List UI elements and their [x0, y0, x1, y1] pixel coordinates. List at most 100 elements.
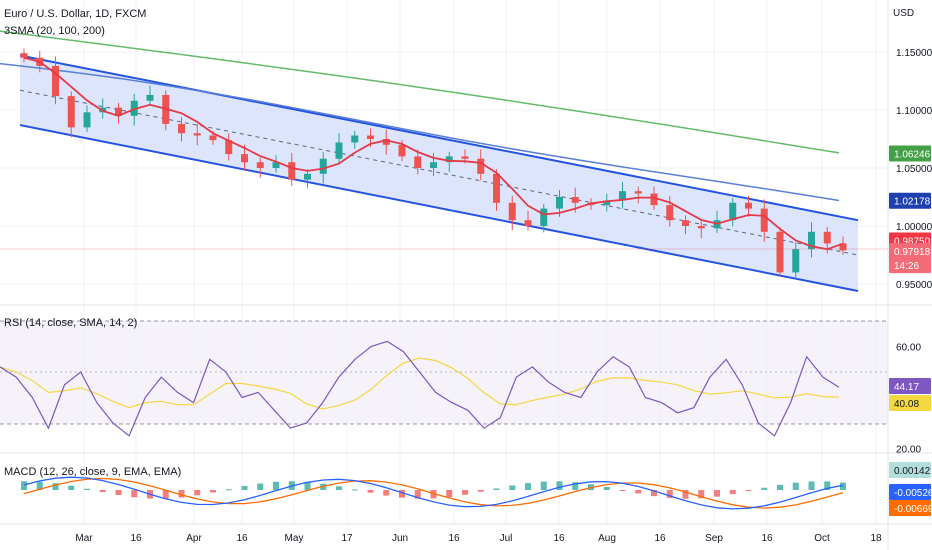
price-tag-label: 44.17 [894, 382, 919, 393]
price-axis[interactable]: 1.15000 1.10000 1.05000 1.00000 0.95000 [896, 48, 932, 291]
macd-histogram-bar [414, 490, 421, 499]
sma-200-line [0, 30, 840, 154]
candle-body [367, 135, 374, 139]
candle-body [776, 231, 784, 273]
candle-body [823, 231, 831, 244]
candle-body [682, 220, 689, 226]
rsi-legend: RSI (14, close, SMA, 14, 2) [4, 317, 138, 329]
macd-histogram-bar [714, 490, 720, 497]
candle-body [760, 208, 768, 232]
macd-histogram-bar [698, 490, 705, 499]
candle-body [414, 156, 422, 168]
macd-histogram-bar [619, 490, 626, 491]
macd-histogram-bar [304, 481, 311, 490]
price-tag [889, 257, 931, 274]
candle-body [304, 173, 311, 180]
macd-histogram-bar [257, 483, 264, 490]
rsi-sma-line [0, 357, 840, 410]
macd-histogram-bar [68, 485, 75, 490]
macd-histogram-bar [162, 490, 169, 499]
macd-histogram-bar [572, 482, 579, 490]
macd-histogram-bar [99, 490, 106, 493]
time-tick-label: Aug [598, 533, 616, 544]
macd-histogram-bar [603, 487, 610, 490]
candle-body [839, 243, 847, 251]
macd-histogram-bar [729, 490, 736, 495]
candle-body [115, 107, 122, 116]
time-tick-label: 16 [761, 533, 773, 544]
candle-body [67, 96, 75, 128]
candle-body [193, 133, 201, 136]
macd-histogram-bar [178, 490, 185, 498]
price-tick-label: 1.15000 [896, 48, 932, 59]
candle-body [729, 202, 737, 221]
macd-signal-line [23, 477, 844, 509]
time-axis[interactable]: Mar 16 Apr 16 May 17 Jun 16 Jul 16 Aug 16 Sep 16 Oct 18 [75, 533, 882, 544]
rsi-tick-label: 20.00 [896, 445, 921, 456]
macd-histogram-bar [682, 490, 689, 499]
candle-body [288, 162, 296, 180]
candle-body [697, 226, 705, 229]
macd-histogram-bar [84, 488, 90, 490]
time-tick-label: 18 [870, 533, 882, 544]
macd-histogram-bar [509, 485, 516, 490]
macd-histogram-bar [540, 481, 547, 490]
candle-body [382, 139, 390, 145]
time-tick-label: 16 [654, 533, 666, 544]
symbol-title: Euro / U.S. Dollar, 1D, FXCM [4, 8, 147, 20]
price-tag [889, 145, 931, 162]
macd-histogram-bar [792, 482, 799, 490]
price-tag [889, 484, 931, 500]
candle-body [52, 65, 59, 97]
price-tag [889, 243, 931, 260]
macd-histogram-bar [745, 490, 752, 492]
candle-body [493, 173, 500, 203]
candle-body [508, 202, 516, 221]
candle-body [745, 202, 752, 209]
macd-histogram-bar [336, 486, 342, 490]
candle-body [20, 53, 28, 58]
macd-histogram-bar [115, 490, 122, 495]
time-tick-label: 17 [341, 533, 353, 544]
candle-body [634, 191, 642, 194]
time-tick-label: Apr [186, 533, 202, 544]
macd-histogram-bar [493, 488, 500, 490]
candle-body [178, 123, 185, 134]
channel-upper-line [19, 54, 859, 222]
candle-body [603, 200, 611, 206]
macd-histogram-bar [840, 482, 846, 490]
macd-histogram-bar [824, 481, 831, 490]
price-tick-label: 1.05000 [896, 164, 932, 175]
time-tick-label: Jun [392, 533, 408, 544]
candle-body [319, 158, 327, 174]
rsi-axis[interactable]: 60.00 20.00 [896, 343, 921, 456]
macd-histogram-bar [462, 490, 468, 495]
candle-body [398, 144, 406, 157]
candle-body [430, 162, 437, 168]
time-tick-label: 16 [130, 533, 142, 544]
macd-histogram-bar [383, 490, 390, 496]
macd-histogram-bar [399, 490, 405, 498]
macd-histogram-bar [351, 489, 358, 491]
time-tick-label: 16 [553, 533, 565, 544]
sma-100-line [0, 62, 840, 202]
candle-body [461, 156, 469, 159]
macd-histogram-bar [477, 490, 484, 492]
macd-histogram-bar [556, 481, 563, 490]
macd-histogram-bar [808, 481, 815, 490]
price-tag [889, 500, 931, 516]
price-tag-label: 0.98750 [894, 237, 931, 248]
price-tick-label: 0.95000 [896, 280, 932, 291]
channel-fill [20, 55, 858, 291]
macd-histogram-bar [131, 490, 138, 498]
price-tick-label: 1.00000 [896, 222, 932, 233]
price-tag [889, 378, 931, 394]
time-tick-label: Sep [705, 533, 723, 544]
price-tag-label: 1.06246 [894, 150, 931, 161]
macd-histogram-bar [446, 490, 453, 498]
time-tick-label: 16 [236, 533, 248, 544]
price-tag-label: 0.97918 [894, 247, 931, 258]
price-tag [889, 395, 931, 411]
